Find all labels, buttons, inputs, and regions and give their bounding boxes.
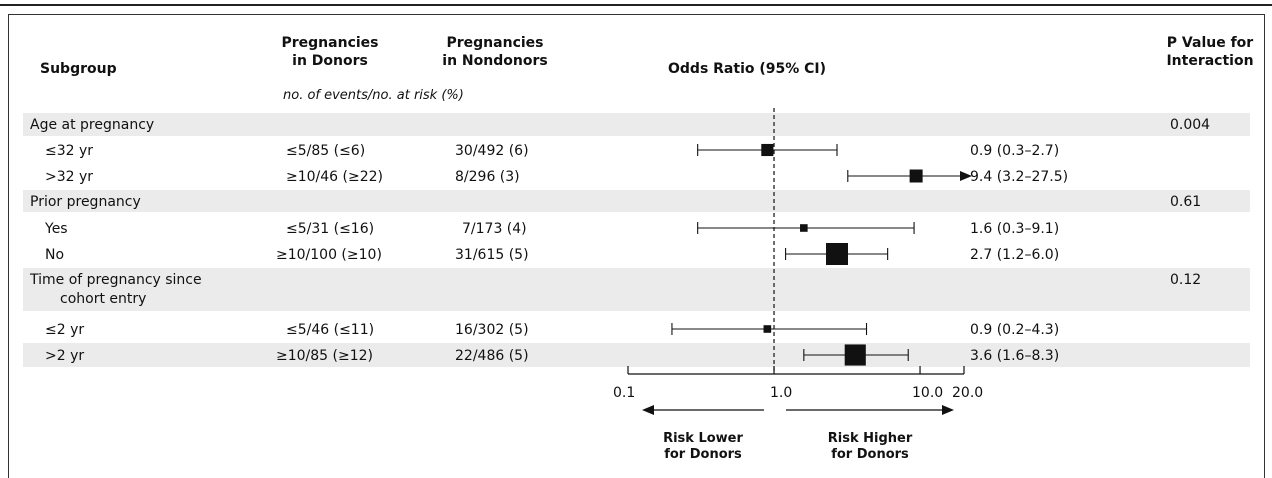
point-estimate [800,224,808,232]
donors-le2: ≤5/46 (≤11) [286,322,375,338]
band-gt2 [23,343,1250,367]
tick-label-0.1: 0.1 [613,385,636,401]
donors-gt2: ≥10/85 (≥12) [276,348,373,364]
risk-lower-line1: Risk Lower [663,431,743,446]
risk-higher-label: Risk Higher for Donors [810,431,930,463]
row-label-time: Time of pregnancy since [30,272,202,288]
ci-le2: 0.9 (0.2–4.3) [970,322,1060,338]
nondonors-gt32: 8/296 (3) [455,169,520,185]
arrow-right-head [942,405,954,415]
header-odds-ratio: Odds Ratio (95% CI) [668,61,827,77]
ci-le32: 0.9 (0.3–2.7) [970,143,1060,159]
frame-top [8,14,1265,15]
donors-no: ≥10/100 (≥10) [276,247,382,263]
donors-gt32: ≥10/46 (≥22) [286,169,383,185]
header-nondonors: Pregnancies in Nondonors [420,34,570,70]
risk-higher-line2: for Donors [831,447,909,462]
row-label-gt32: >32 yr [45,169,94,185]
ci-gt2: 3.6 (1.6–8.3) [970,348,1060,364]
band-age [23,113,1250,136]
ci-arrow [960,171,972,181]
band-time [23,268,1250,311]
point-estimate [909,169,923,183]
nondonors-le2: 16/302 (5) [455,322,529,338]
header-nondonors-line1: Pregnancies [446,35,544,51]
header-donors-line1: Pregnancies [281,35,379,51]
point-estimate [844,344,866,366]
arrow-left-head [642,405,654,415]
risk-lower-label: Risk Lower for Donors [648,431,758,463]
band-prior [23,190,1250,212]
risk-lower-line2: for Donors [664,447,742,462]
point-estimate [763,325,772,333]
ci-gt32: 9.4 (3.2–27.5) [970,169,1069,185]
row-label-yes: Yes [45,221,68,237]
donors-yes: ≤5/31 (≤16) [286,221,375,237]
frame-right [1264,14,1265,478]
frame-left [8,14,9,478]
header-donors-line2: in Donors [292,53,368,69]
p-prior: 0.61 [1170,194,1202,210]
top-rule [0,4,1272,6]
row-label-prior: Prior pregnancy [30,194,141,210]
row-label-le32: ≤32 yr [45,143,94,159]
header-subgroup: Subgroup [40,61,117,77]
tick-label-20.0: 20.0 [952,385,984,401]
tick-label-10.0: 10.0 [912,385,944,401]
point-estimate [761,143,774,157]
donors-le32: ≤5/85 (≤6) [286,143,366,159]
tick-label-1.0: 1.0 [770,385,793,401]
header-p-value: P Value for Interaction [1160,34,1260,70]
row-label-no: No [45,247,65,263]
header-p-line2: Interaction [1166,53,1254,69]
ci-yes: 1.6 (0.3–9.1) [970,221,1060,237]
point-estimate [826,243,849,265]
nondonors-yes: 7/173 (4) [462,221,527,237]
p-age: 0.004 [1170,117,1211,133]
nondonors-le32: 30/492 (6) [455,143,529,159]
header-nondonors-line2: in Nondonors [442,53,548,69]
ci-no: 2.7 (1.2–6.0) [970,247,1060,263]
risk-higher-line1: Risk Higher [827,431,913,446]
row-label-gt2: >2 yr [45,348,85,364]
row-label-time-2: cohort entry [60,291,147,307]
nondonors-gt2: 22/486 (5) [455,348,529,364]
row-label-age: Age at pregnancy [30,117,155,133]
header-donors: Pregnancies in Donors [265,34,395,70]
header-p-line1: P Value for [1166,35,1254,51]
p-time: 0.12 [1170,272,1202,288]
nondonors-no: 31/615 (5) [455,247,529,263]
units-note: no. of events/no. at risk (%) [283,88,464,103]
row-label-le2: ≤2 yr [45,322,85,338]
